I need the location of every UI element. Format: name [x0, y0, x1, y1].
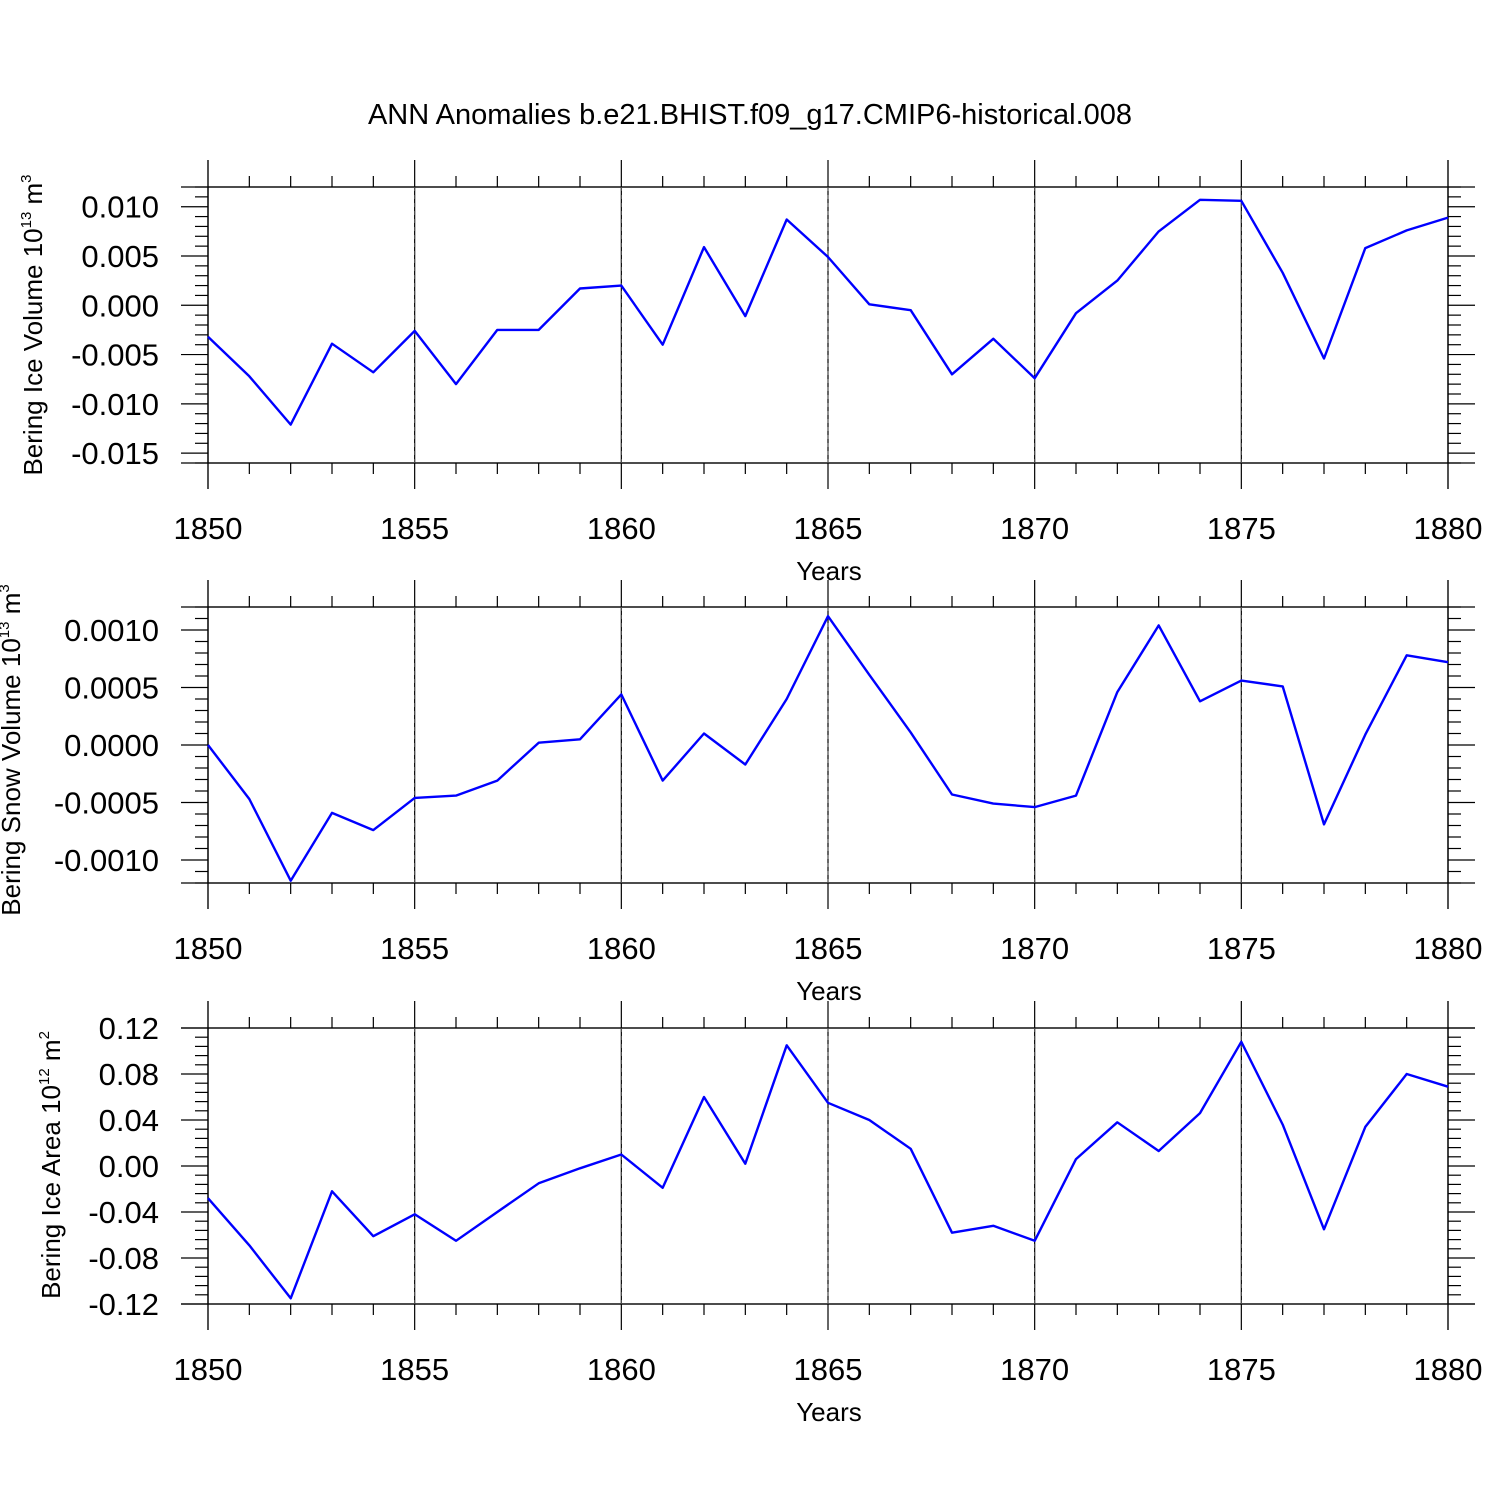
x-tick-label: 1870: [1000, 1352, 1069, 1387]
y-axis-label-text: Bering Ice Volume 10: [18, 228, 48, 475]
y-tick-label: 0.010: [81, 190, 159, 225]
y-axis-label-exponent: 12: [36, 1068, 53, 1085]
x-tick-label: 1865: [794, 511, 863, 546]
ice-volume-panel: 1850 1855 1860 1865 1870 1875 1880 0.010 0.005 0.…: [18, 160, 1482, 586]
y-axis-label-unit: m: [18, 183, 48, 212]
y-axis-label-unit-exponent: 2: [36, 1031, 53, 1039]
series-line: [207, 198, 1449, 426]
y-tick-label: 0.000: [81, 288, 159, 323]
x-tick-label: 1880: [1414, 1352, 1483, 1387]
y-tick-label: -0.08: [88, 1241, 159, 1276]
y-tick-label: -0.015: [71, 436, 159, 471]
y-axis-label-unit-exponent: 3: [0, 584, 13, 592]
y-axis-label: Bering Snow Volume 1013 m3: [0, 584, 26, 915]
y-tick-label: 0.005: [81, 239, 159, 274]
y-tick-label: 0.0010: [64, 613, 159, 648]
y-tick-label: 0.00: [99, 1149, 159, 1184]
x-tick-label: 1860: [587, 1352, 656, 1387]
x-axis-label: Years: [796, 556, 862, 586]
y-axis-label: Bering Ice Area 1012 m2: [36, 1031, 66, 1299]
x-tick-label: 1860: [587, 511, 656, 546]
snow-volume-panel: 1850 1855 1860 1865 1870 1875 1880 0.0010 0.0005…: [0, 580, 1482, 1006]
y-tick-label: -0.010: [71, 387, 159, 422]
x-tick-label: 1865: [794, 931, 863, 966]
series-line: [207, 615, 1449, 882]
x-tick-label: 1870: [1000, 511, 1069, 546]
x-tick-label: 1860: [587, 931, 656, 966]
x-tick-label: 1875: [1207, 511, 1276, 546]
figure-title: ANN Anomalies b.e21.BHIST.f09_g17.CMIP6-…: [368, 99, 1132, 131]
y-axis-label-text: Bering Snow Volume 10: [0, 638, 26, 916]
x-tick-label: 1850: [174, 931, 243, 966]
y-axis-label-exponent: 13: [18, 212, 35, 229]
y-axis-label-text: Bering Ice Area 10: [36, 1085, 66, 1299]
y-tick-label: 0.0005: [64, 671, 159, 706]
y-axis-label-unit: m: [0, 593, 26, 622]
y-tick-label: -0.12: [88, 1287, 159, 1322]
y-tick-label: -0.0010: [54, 843, 159, 878]
y-tick-label: 0.0000: [64, 728, 159, 763]
x-tick-label: 1880: [1414, 511, 1483, 546]
y-axis-label: Bering Ice Volume 1013 m3: [18, 174, 48, 475]
x-tick-label: 1875: [1207, 1352, 1276, 1387]
x-tick-label: 1870: [1000, 931, 1069, 966]
x-tick-label: 1855: [380, 511, 449, 546]
x-tick-label: 1880: [1414, 931, 1483, 966]
ice-area-panel: 1850 1855 1860 1865 1870 1875 1880 0.12 0.08 0.04…: [36, 1001, 1482, 1427]
y-axis-label-unit: m: [36, 1039, 66, 1068]
y-tick-label: 0.08: [99, 1057, 159, 1092]
x-tick-label: 1850: [174, 511, 243, 546]
series-line: [207, 1040, 1449, 1300]
y-axis-label-exponent: 13: [0, 622, 13, 639]
y-axis-label-unit-exponent: 3: [18, 174, 35, 182]
y-tick-label: -0.0005: [54, 786, 159, 821]
y-tick-label: -0.005: [71, 338, 159, 373]
x-tick-label: 1850: [174, 1352, 243, 1387]
x-tick-label: 1855: [380, 931, 449, 966]
x-axis-label: Years: [796, 976, 862, 1006]
x-tick-label: 1855: [380, 1352, 449, 1387]
y-tick-label: 0.04: [99, 1103, 159, 1138]
x-axis-label: Years: [796, 1397, 862, 1427]
y-tick-label: -0.04: [88, 1195, 159, 1230]
x-tick-label: 1875: [1207, 931, 1276, 966]
x-tick-label: 1865: [794, 1352, 863, 1387]
y-tick-label: 0.12: [99, 1011, 159, 1046]
